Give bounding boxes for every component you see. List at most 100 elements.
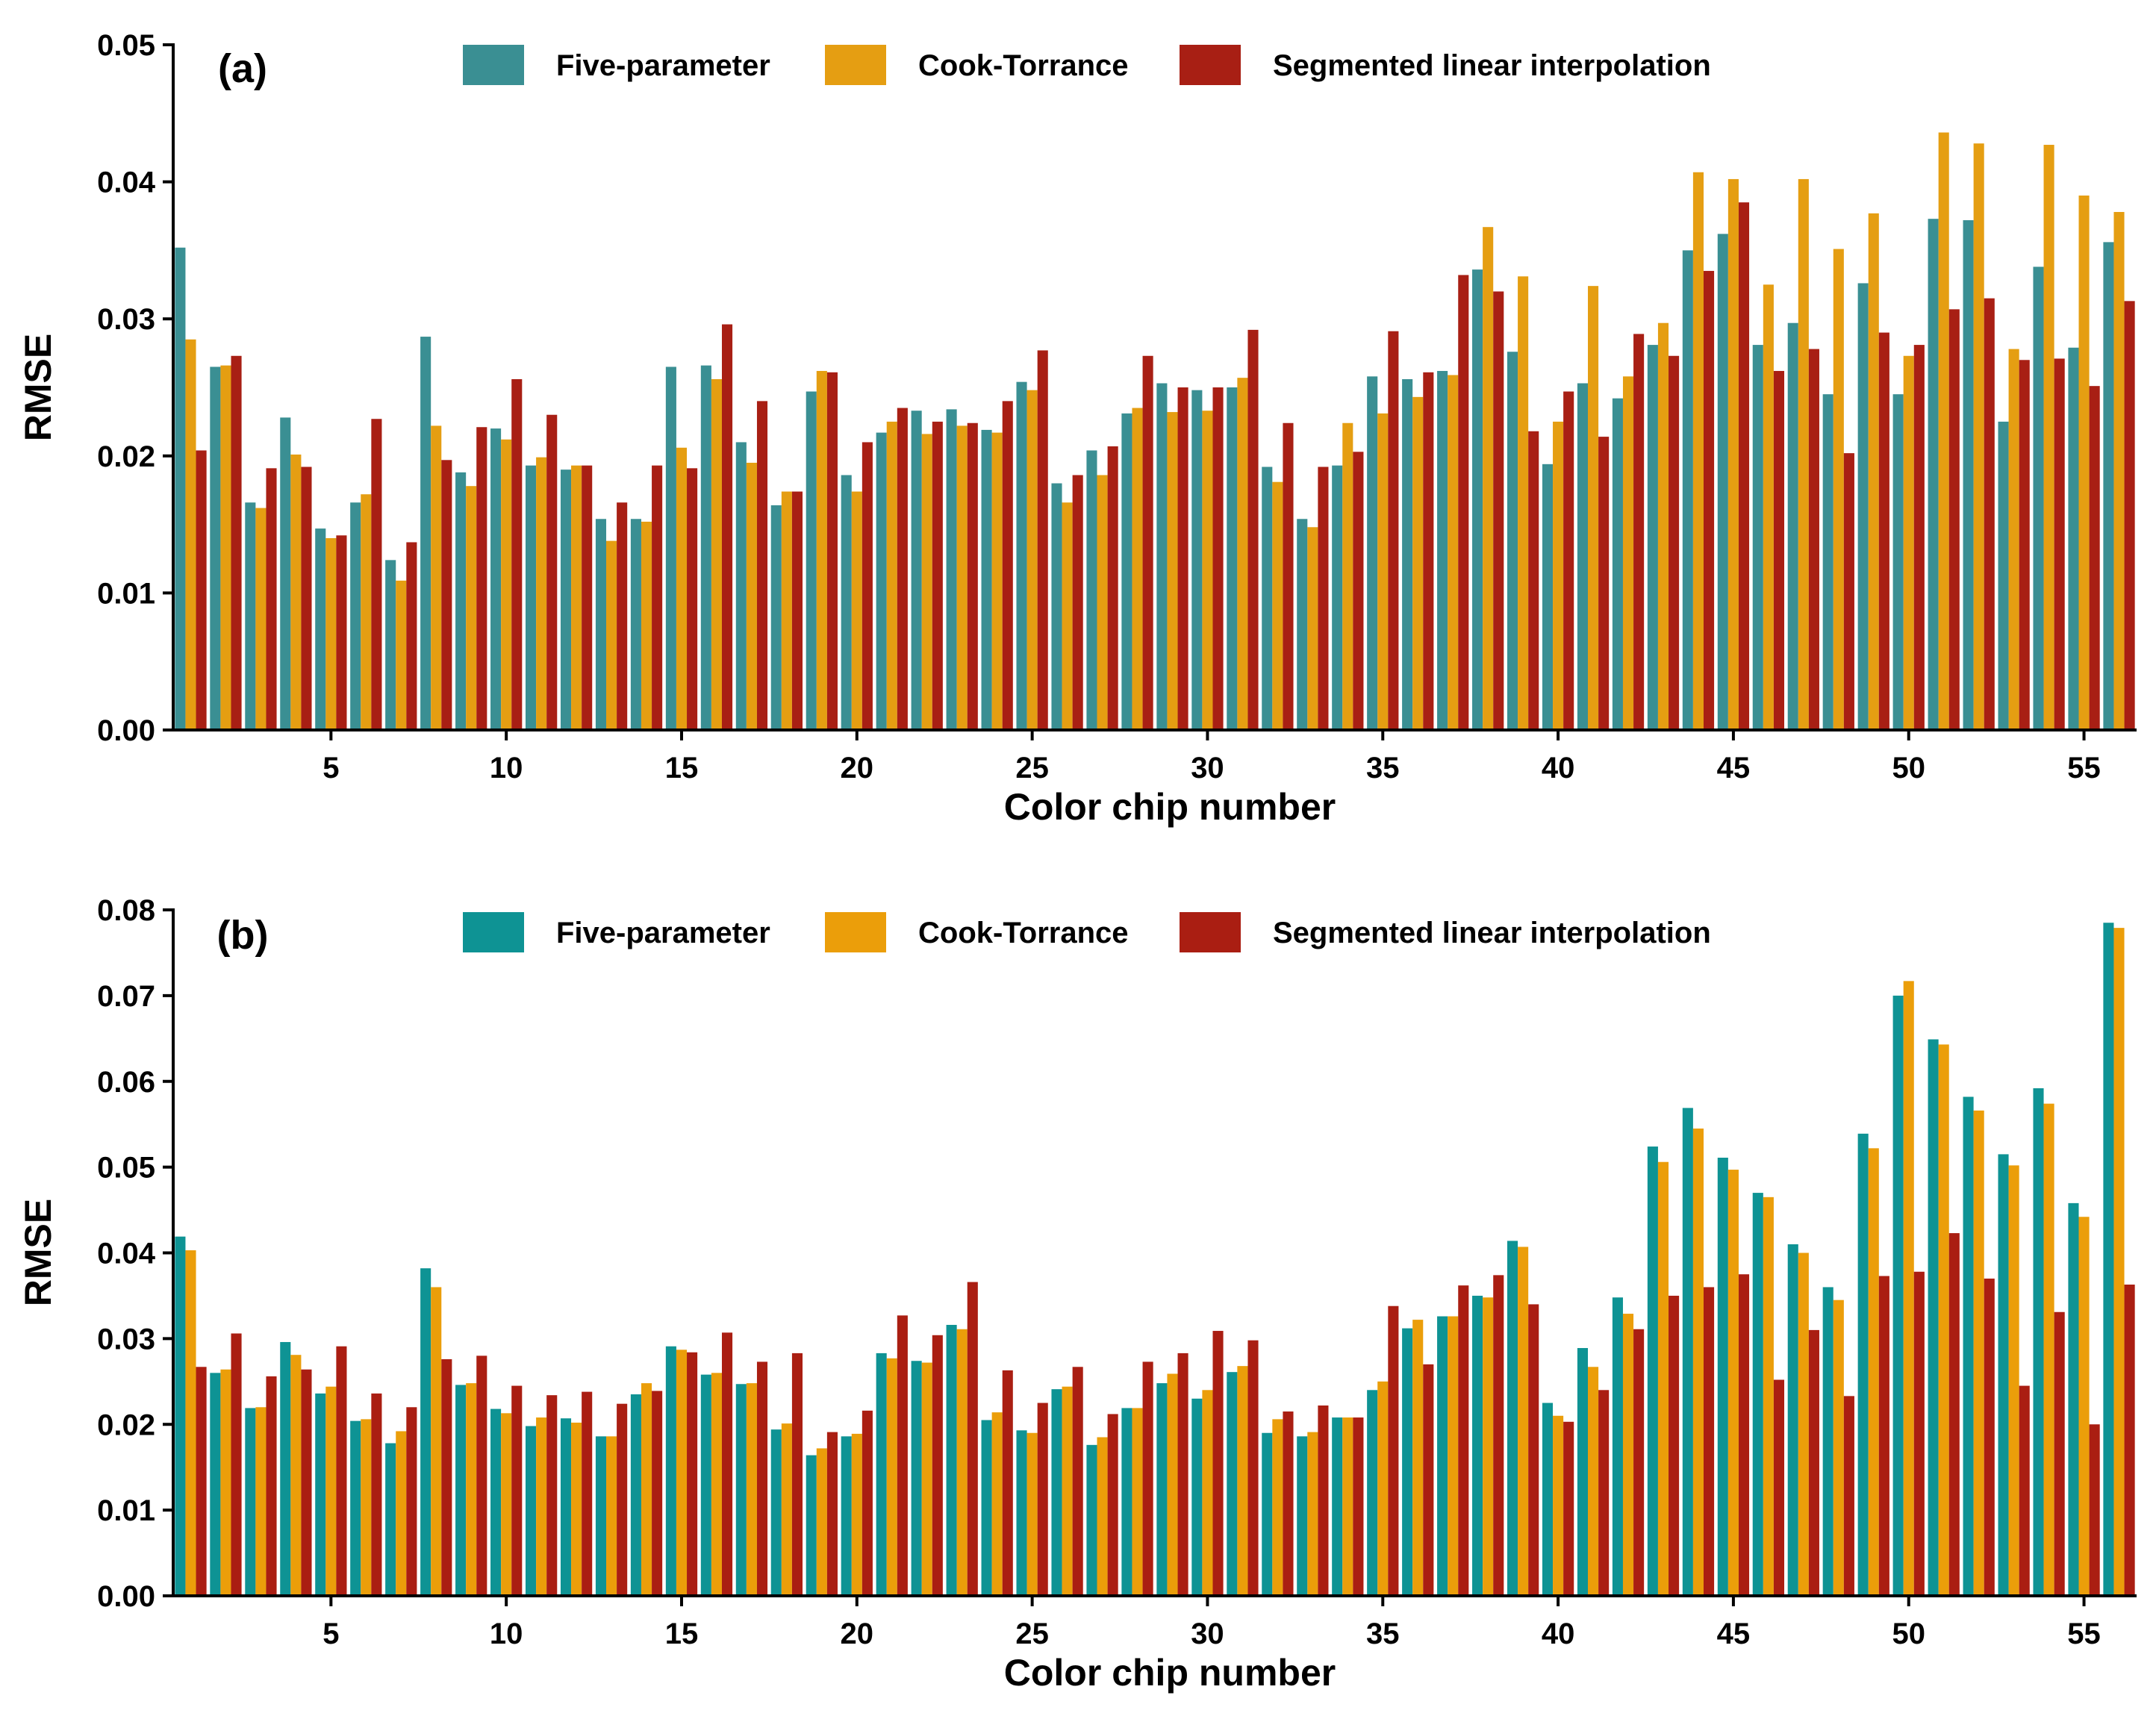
bar-segmented-linear-interpolation-chip-10 bbox=[511, 1385, 523, 1596]
bar-cook-torrance-chip-9 bbox=[466, 486, 477, 730]
bar-cook-torrance-chip-43 bbox=[1657, 322, 1669, 731]
y-tick-label: 0.03 bbox=[97, 303, 155, 336]
bar-cook-torrance-chip-54 bbox=[2043, 145, 2054, 730]
bar-five-parameter-chip-53 bbox=[1998, 1154, 2009, 1596]
bar-cook-torrance-chip-11 bbox=[536, 1417, 547, 1596]
legend-swatch-cook-torrance bbox=[825, 912, 886, 952]
bar-segmented-linear-interpolation-chip-43 bbox=[1669, 1295, 1680, 1596]
bar-cook-torrance-chip-31 bbox=[1237, 1366, 1248, 1596]
bar-cook-torrance-chip-30 bbox=[1202, 411, 1213, 730]
bar-segmented-linear-interpolation-chip-50 bbox=[1913, 1271, 1925, 1596]
legend-swatch-cook-torrance bbox=[825, 45, 886, 85]
bar-five-parameter-chip-48 bbox=[1822, 1287, 1833, 1596]
x-axis-title: Color chip number bbox=[1004, 1652, 1336, 1694]
bar-segmented-linear-interpolation-chip-17 bbox=[756, 1361, 768, 1596]
bar-segmented-linear-interpolation-chip-18 bbox=[791, 491, 803, 730]
bar-cook-torrance-chip-29 bbox=[1167, 412, 1178, 730]
bar-segmented-linear-interpolation-chip-1 bbox=[196, 450, 207, 730]
legend-label-cook-torrance: Cook-Torrance bbox=[918, 917, 1129, 949]
bar-five-parameter-chip-9 bbox=[455, 472, 467, 730]
bar-five-parameter-chip-4 bbox=[280, 417, 291, 730]
bar-segmented-linear-interpolation-chip-45 bbox=[1738, 202, 1750, 730]
bar-five-parameter-chip-8 bbox=[420, 1268, 431, 1596]
y-ticks-a: 0.00 0.01 0.02 0.03 0.04 0.05 bbox=[97, 29, 173, 747]
bar-cook-torrance-chip-46 bbox=[1763, 284, 1774, 730]
bar-segmented-linear-interpolation-chip-30 bbox=[1212, 387, 1224, 730]
bar-cook-torrance-chip-1 bbox=[185, 339, 196, 730]
bar-cook-torrance-chip-33 bbox=[1307, 527, 1318, 730]
bar-segmented-linear-interpolation-chip-40 bbox=[1563, 1421, 1574, 1596]
bar-cook-torrance-chip-54 bbox=[2043, 1103, 2054, 1596]
bar-five-parameter-chip-31 bbox=[1227, 1372, 1238, 1596]
bar-cook-torrance-chip-34 bbox=[1342, 1417, 1353, 1596]
bar-segmented-linear-interpolation-chip-8 bbox=[441, 1358, 452, 1596]
bar-five-parameter-chip-19 bbox=[806, 391, 817, 730]
bar-five-parameter-chip-12 bbox=[560, 469, 572, 730]
bar-cook-torrance-chip-55 bbox=[2078, 1217, 2090, 1596]
bar-five-parameter-chip-38 bbox=[1472, 269, 1483, 731]
bar-cook-torrance-chip-21 bbox=[886, 421, 897, 730]
bar-cook-torrance-chip-8 bbox=[431, 1287, 442, 1596]
x-tick-label: 10 bbox=[490, 752, 523, 784]
bar-segmented-linear-interpolation-chip-2 bbox=[231, 355, 242, 730]
bar-five-parameter-chip-26 bbox=[1051, 1389, 1062, 1596]
bar-segmented-linear-interpolation-chip-41 bbox=[1598, 1390, 1610, 1596]
bar-segmented-linear-interpolation-chip-24 bbox=[1002, 1370, 1013, 1596]
bar-segmented-linear-interpolation-chip-43 bbox=[1669, 355, 1680, 730]
bar-cook-torrance-chip-52 bbox=[1973, 143, 1984, 730]
bar-cook-torrance-chip-19 bbox=[816, 370, 827, 730]
bar-segmented-linear-interpolation-chip-29 bbox=[1177, 387, 1188, 730]
y-tick-label: 0.06 bbox=[97, 1066, 155, 1099]
bar-segmented-linear-interpolation-chip-26 bbox=[1072, 1367, 1083, 1596]
bar-segmented-linear-interpolation-chip-23 bbox=[967, 1282, 978, 1596]
x-tick-label: 40 bbox=[1542, 1617, 1575, 1650]
bar-segmented-linear-interpolation-chip-56 bbox=[2124, 301, 2135, 731]
bar-segmented-linear-interpolation-chip-33 bbox=[1318, 1405, 1329, 1596]
bar-five-parameter-chip-12 bbox=[560, 1418, 572, 1596]
bar-five-parameter-chip-46 bbox=[1752, 1193, 1763, 1596]
x-tick-label: 15 bbox=[665, 752, 699, 784]
bar-cook-torrance-chip-4 bbox=[290, 1355, 302, 1596]
bar-segmented-linear-interpolation-chip-15 bbox=[687, 468, 698, 730]
bar-five-parameter-chip-56 bbox=[2103, 923, 2114, 1596]
bar-segmented-linear-interpolation-chip-38 bbox=[1493, 1275, 1504, 1596]
y-tick-label: 0.01 bbox=[97, 1494, 155, 1527]
bar-cook-torrance-chip-10 bbox=[501, 1413, 512, 1596]
bar-cook-torrance-chip-13 bbox=[606, 540, 617, 730]
y-tick-label: 0.05 bbox=[97, 1152, 155, 1185]
bar-cook-torrance-chip-36 bbox=[1412, 1320, 1424, 1596]
bar-cook-torrance-chip-36 bbox=[1412, 396, 1424, 730]
bar-segmented-linear-interpolation-chip-17 bbox=[756, 401, 768, 730]
bar-five-parameter-chip-35 bbox=[1367, 376, 1378, 730]
x-ticks-a: 5 10 15 20 25 30 35 40 45 50 55 bbox=[323, 730, 2101, 784]
bar-segmented-linear-interpolation-chip-9 bbox=[476, 1355, 487, 1596]
bar-five-parameter-chip-27 bbox=[1086, 1444, 1097, 1596]
bar-segmented-linear-interpolation-chip-52 bbox=[1984, 298, 1995, 730]
bar-segmented-linear-interpolation-chip-37 bbox=[1458, 275, 1469, 730]
bar-five-parameter-chip-29 bbox=[1156, 383, 1168, 730]
x-tick-label: 20 bbox=[841, 752, 874, 784]
bar-segmented-linear-interpolation-chip-1 bbox=[196, 1367, 207, 1596]
bar-cook-torrance-chip-42 bbox=[1622, 1314, 1634, 1596]
bar-cook-torrance-chip-11 bbox=[536, 457, 547, 730]
bar-segmented-linear-interpolation-chip-48 bbox=[1843, 453, 1854, 730]
bar-segmented-linear-interpolation-chip-31 bbox=[1247, 329, 1259, 730]
bar-five-parameter-chip-11 bbox=[525, 1426, 537, 1596]
axes-a bbox=[172, 43, 2137, 731]
bar-segmented-linear-interpolation-chip-32 bbox=[1283, 422, 1294, 730]
bar-cook-torrance-chip-25 bbox=[1026, 1432, 1038, 1596]
bar-cook-torrance-chip-27 bbox=[1097, 1437, 1108, 1596]
bar-cook-torrance-chip-7 bbox=[396, 580, 407, 730]
bar-segmented-linear-interpolation-chip-42 bbox=[1633, 1329, 1645, 1596]
bar-five-parameter-chip-6 bbox=[350, 502, 361, 730]
bar-five-parameter-chip-28 bbox=[1121, 1408, 1132, 1596]
bar-cook-torrance-chip-40 bbox=[1553, 1415, 1564, 1596]
bar-cook-torrance-chip-51 bbox=[1938, 1044, 1949, 1596]
bar-five-parameter-chip-2 bbox=[210, 366, 221, 730]
y-tick-label: 0.02 bbox=[97, 1408, 155, 1441]
chart-panel-a: 0.00 0.01 0.02 0.03 0.04 0.05 5 10 15 20 25 30 35 40… bbox=[17, 29, 2137, 828]
bar-cook-torrance-chip-35 bbox=[1377, 413, 1389, 730]
bar-cook-torrance-chip-26 bbox=[1062, 502, 1073, 730]
bar-cook-torrance-chip-15 bbox=[676, 1350, 688, 1596]
